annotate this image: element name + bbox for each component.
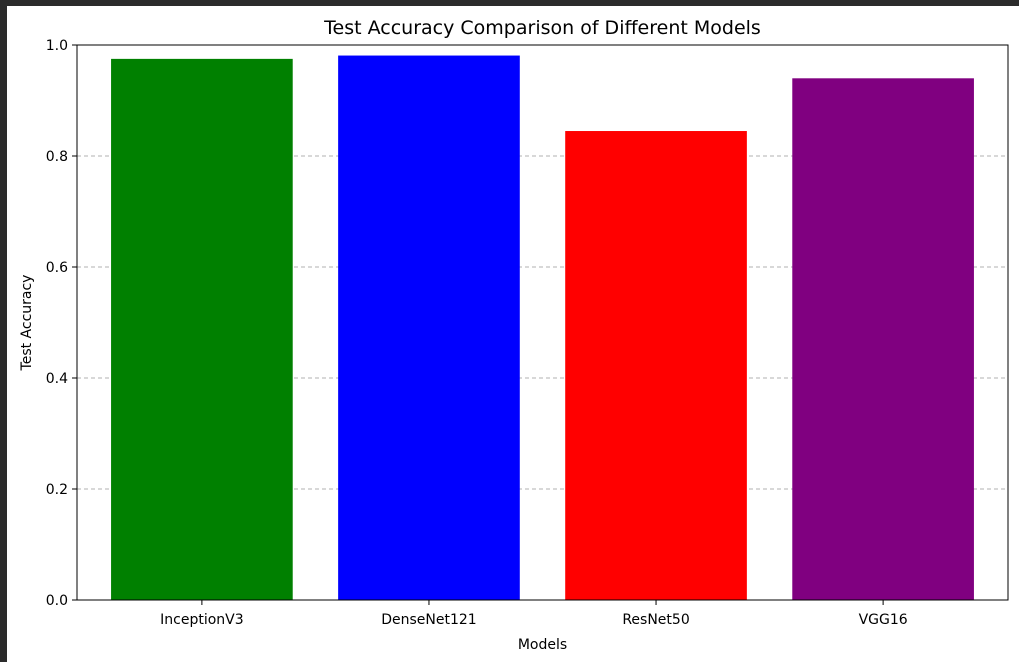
bar-densenet121: [338, 55, 520, 601]
chart-title: Test Accuracy Comparison of Different Mo…: [323, 17, 761, 39]
bar-resnet50: [565, 131, 747, 600]
bar-inceptionv3: [111, 58, 293, 600]
bar-vgg16: [792, 78, 974, 601]
y-tick-label: 0.0: [46, 593, 68, 609]
x-tick-label: ResNet50: [622, 612, 689, 628]
y-tick-label: 0.2: [46, 482, 68, 498]
y-tick-label: 0.6: [46, 260, 68, 276]
x-ticks: InceptionV3 DenseNet121 ResNet50 VGG16: [160, 600, 908, 628]
y-tick-label: 1.0: [46, 38, 68, 54]
y-axis-label: Test Accuracy: [19, 275, 35, 372]
chart-canvas: 0.0 0.2 0.4 0.6 0.8 1.0 InceptionV3 DenseNet12…: [7, 6, 1019, 662]
y-ticks: 0.0 0.2 0.4 0.6 0.8 1.0: [46, 38, 77, 609]
x-axis-label: Models: [518, 637, 567, 653]
y-tick-label: 0.8: [46, 149, 68, 165]
x-tick-label: InceptionV3: [160, 612, 244, 628]
x-tick-label: VGG16: [859, 612, 908, 628]
bar-chart: 0.0 0.2 0.4 0.6 0.8 1.0 InceptionV3 DenseNet12…: [19, 17, 1009, 653]
x-tick-label: DenseNet121: [381, 612, 476, 628]
bars: [111, 55, 974, 601]
y-tick-label: 0.4: [46, 371, 68, 387]
plot-frame: [76, 44, 1009, 601]
